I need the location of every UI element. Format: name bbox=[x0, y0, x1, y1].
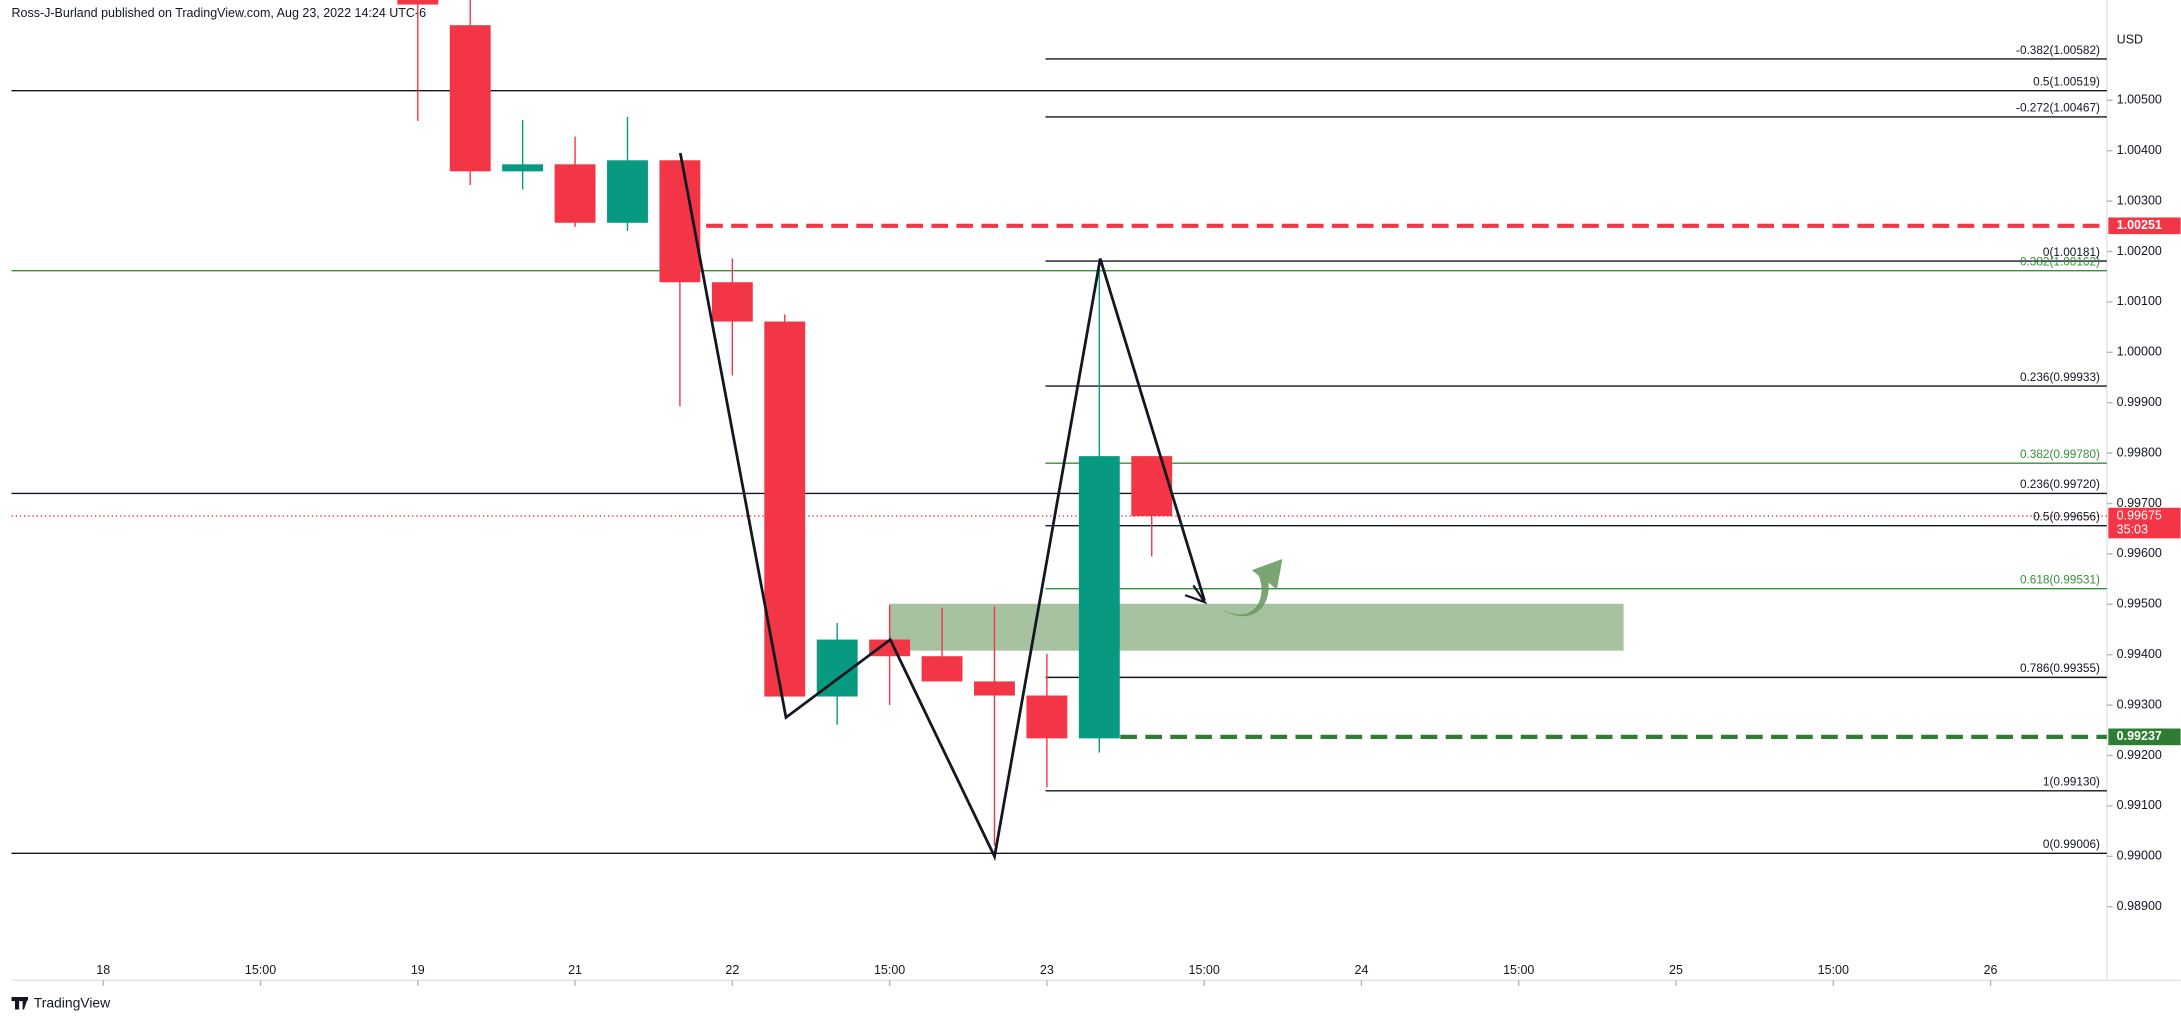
fib-label: 0(1.00181) bbox=[2043, 245, 2100, 259]
candle-body bbox=[1026, 695, 1068, 739]
candle-body bbox=[1078, 456, 1120, 739]
fib-label: 0.382(1.00162) bbox=[2020, 254, 2100, 268]
candle-body bbox=[502, 164, 544, 172]
candle-body bbox=[711, 282, 753, 322]
price-tag-label: 1.00251 bbox=[2117, 218, 2162, 232]
fib-label: 0.236(0.99933) bbox=[2020, 370, 2100, 384]
x-tick-label: 21 bbox=[568, 963, 582, 977]
fib-label: 0(0.99006) bbox=[2043, 837, 2100, 851]
y-tick-label: 1.00400 bbox=[2117, 143, 2162, 157]
currency: USD bbox=[2117, 33, 2143, 47]
arrow-head bbox=[1184, 584, 1208, 605]
y-tick-label: 0.99300 bbox=[2117, 697, 2162, 711]
x-tick-label: 25 bbox=[1669, 963, 1683, 977]
price-tag-label: 0.99237 bbox=[2117, 729, 2162, 743]
y-tick-label: 0.98900 bbox=[2117, 899, 2162, 913]
header: Ross-J-Burland published on TradingView.… bbox=[11, 6, 426, 20]
axes: 1.00500 1.00400 1.00300 1.00200 1.00100 1.000… bbox=[96, 43, 2181, 986]
x-tick-label: 19 bbox=[411, 963, 425, 977]
fib-label: -0.272(1.00467) bbox=[2016, 101, 2100, 115]
last-price-label: 0.99675 bbox=[2117, 508, 2162, 522]
plot-back bbox=[11, 58, 2107, 854]
fib-label: -0.382(1.00582) bbox=[2016, 43, 2100, 57]
fib-label: 0.786(0.99355) bbox=[2020, 661, 2100, 675]
countdown: 35:03 bbox=[2117, 522, 2148, 536]
y-tick-label: 0.99900 bbox=[2117, 395, 2162, 409]
candle-body bbox=[974, 681, 1015, 696]
x-tick-label: 15:00 bbox=[874, 963, 905, 977]
price-tag bbox=[2108, 217, 2181, 235]
fib-label: 0.618(0.99531) bbox=[2020, 572, 2100, 586]
x-tick-label: 15:00 bbox=[1189, 963, 1220, 977]
y-tick-label: 0.99200 bbox=[2117, 748, 2162, 762]
x-tick-label: 15:00 bbox=[1818, 963, 1849, 977]
fib-label: 0.5(1.00519) bbox=[2033, 75, 2100, 89]
x-tick-label: 26 bbox=[1984, 963, 1998, 977]
x-tick-label: 18 bbox=[96, 963, 110, 977]
x-tick-label: 15:00 bbox=[1503, 963, 1534, 977]
x-tick-label: 22 bbox=[725, 963, 739, 977]
brand: TradingView bbox=[34, 995, 111, 1011]
y-tick-label: 0.99400 bbox=[2117, 647, 2162, 661]
y-tick-label: 1.00200 bbox=[2117, 244, 2162, 258]
candle-body bbox=[1131, 456, 1173, 517]
fib-label: 0.382(0.99780) bbox=[2020, 447, 2100, 461]
last-price-tag bbox=[2108, 507, 2181, 539]
x-tick-label: 15:00 bbox=[245, 963, 276, 977]
y-tick-label: 1.00300 bbox=[2117, 193, 2162, 207]
y-tick-label: 0.99100 bbox=[2117, 798, 2162, 812]
x-tick-label: 23 bbox=[1040, 963, 1054, 977]
fib-label: 0.5(0.99656) bbox=[2033, 509, 2100, 523]
candle-body bbox=[607, 160, 648, 223]
brand-logo: TradingView bbox=[11, 995, 111, 1011]
candle-body bbox=[869, 639, 911, 657]
curved-arrow bbox=[1221, 558, 1283, 617]
candle-body bbox=[397, 0, 439, 5]
candle-body bbox=[449, 25, 491, 172]
y-tick-label: 0.99000 bbox=[2117, 849, 2162, 863]
drawings bbox=[678, 152, 1283, 862]
y-tick-label: 1.00000 bbox=[2117, 345, 2162, 359]
candle-body bbox=[921, 656, 963, 682]
price-tag bbox=[2108, 728, 2181, 746]
y-tick-label: 0.99800 bbox=[2117, 445, 2162, 459]
y-tick-label: 0.99700 bbox=[2117, 496, 2162, 510]
fib-label: 0.236(0.99720) bbox=[2020, 477, 2100, 491]
y-tick-label: 0.99500 bbox=[2117, 597, 2162, 611]
y-tick-label: 0.99600 bbox=[2117, 546, 2162, 560]
fib-label: 1(0.99130) bbox=[2043, 775, 2100, 789]
x-tick-label: 24 bbox=[1354, 963, 1368, 977]
y-tick-label: 1.00100 bbox=[2117, 294, 2162, 308]
zigzag bbox=[678, 152, 1206, 862]
y-tick-label: 1.00500 bbox=[2117, 93, 2162, 107]
candle-body bbox=[554, 164, 596, 223]
